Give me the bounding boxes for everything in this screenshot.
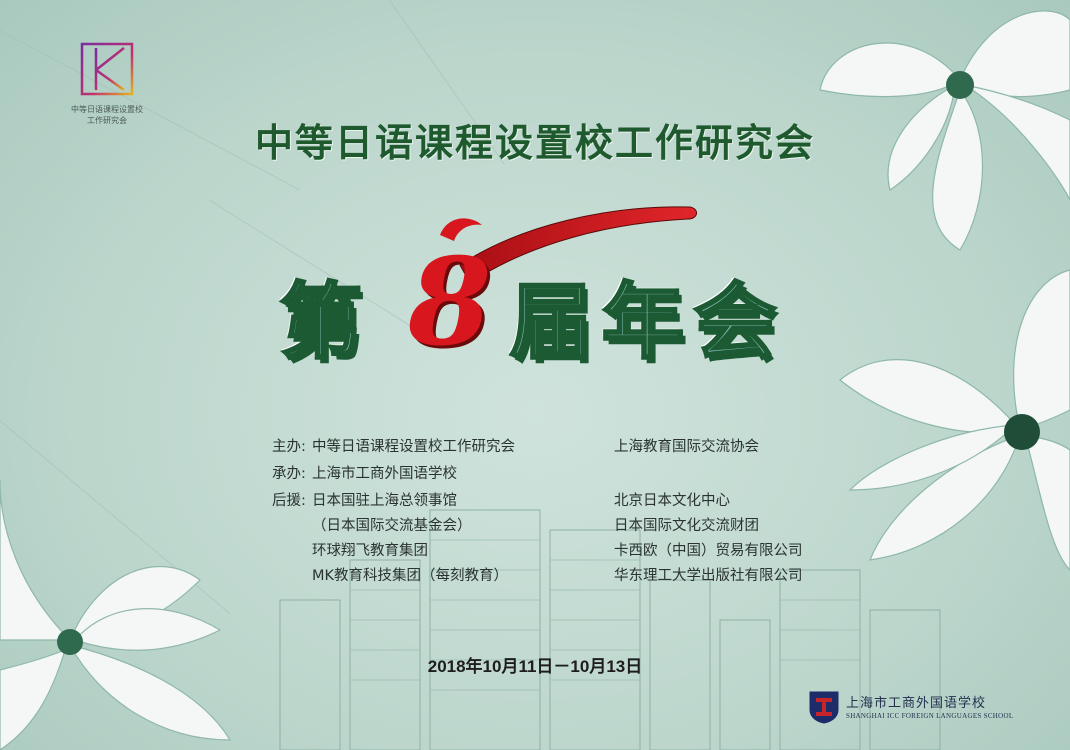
magnolia-flower-bottom-left (0, 479, 232, 750)
organization-logo: 中等日语课程设置校 工作研究会 (52, 40, 162, 126)
supporter-left-3: 环球翔飞教育集团 (312, 543, 428, 559)
supporter-right-4: 华东理工大学出版社有限公司 (614, 568, 803, 584)
page-title: 中等日语课程设置校工作研究会 (254, 121, 815, 165)
magnolia-flower-right (839, 269, 1070, 571)
logo-caption: 中等日语课程设置校 工作研究会 (52, 104, 162, 126)
magnolia-flower-top-right (819, 10, 1070, 251)
red-swoosh-decoration (440, 206, 697, 284)
supporter-right-1: 北京日本文化中心 (614, 493, 730, 509)
host-label: 主办: (272, 439, 306, 455)
title-char-nian: 年 (600, 274, 689, 372)
title-char-jie: 届 (508, 274, 597, 372)
school-buildings-sketch (279, 509, 941, 750)
supporter-right-3: 卡西欧（中国）贸易有限公司 (614, 543, 803, 559)
school-crest-icon (809, 691, 839, 724)
title-char-di: 第 (278, 274, 367, 372)
school-name-chinese: 上海市工商外国语学校 (846, 696, 987, 711)
supporter-label: 后援: (272, 493, 306, 509)
title-char-hui: 会 (692, 274, 781, 372)
school-name-english: SHANGHAI ICC FOREIGN LANGUAGES SCHOOL (846, 712, 1014, 720)
session-number: 8 (408, 232, 492, 373)
co-organizer-label: 承办: (272, 466, 306, 482)
school-logo: 上海市工商外国语学校 SHANGHAI ICC FOREIGN LANGUAGE… (806, 688, 1026, 728)
event-date: 2018年10月11日－10月13日 (427, 657, 643, 676)
supporter-left-4: MK教育科技集团（每刻教育） (312, 568, 509, 584)
k-logo-icon (80, 42, 134, 96)
co-organizer-1: 上海市工商外国语学校 (312, 466, 457, 482)
logo-line-2: 工作研究会 (87, 116, 127, 125)
logo-line-1: 中等日语课程设置校 (71, 105, 143, 114)
supporter-right-2: 日本国际文化交流财团 (614, 518, 759, 534)
host-2: 上海教育国际交流协会 (614, 439, 759, 455)
host-1: 中等日语课程设置校工作研究会 (312, 439, 515, 455)
supporter-left-1: 日本国驻上海总领事馆 (312, 493, 457, 509)
supporter-left-2: （日本国际交流基金会） (312, 518, 472, 534)
